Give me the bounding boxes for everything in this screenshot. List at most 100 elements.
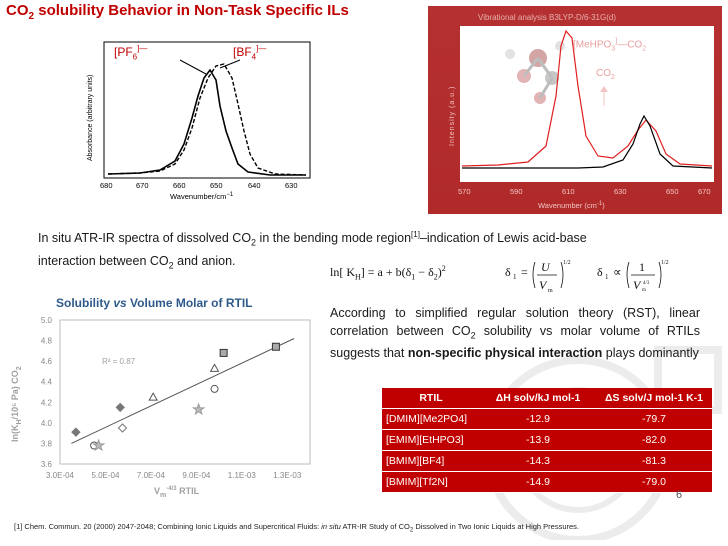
vib-ylabel: Intensity (a.u.) bbox=[449, 86, 456, 146]
plot-area bbox=[59, 319, 311, 465]
rst-paragraph: According to simplified regular solution… bbox=[330, 306, 700, 360]
y-tick-label: 4.2 bbox=[41, 398, 53, 407]
vib-xticks: 570 590 610 630 650 670 bbox=[458, 187, 711, 196]
x-tick-label: 5.0E-04 bbox=[91, 471, 120, 480]
label-pf6: [PF6]— bbox=[114, 44, 148, 62]
y-tick-label: 5.0 bbox=[41, 316, 53, 325]
scatter-title: Solubility vs Volume Molar of RTIL bbox=[56, 296, 253, 310]
svg-text:δ: δ bbox=[597, 265, 603, 279]
ir-xtick: 670 bbox=[136, 181, 149, 190]
svg-text:m: m bbox=[548, 288, 553, 294]
vib-xtick: 610 bbox=[562, 187, 575, 196]
data-point bbox=[210, 384, 219, 393]
label-bf4: [BF4]— bbox=[233, 44, 267, 62]
x-tick-label: 1.1E-03 bbox=[228, 471, 257, 480]
svg-text:∝: ∝ bbox=[613, 265, 622, 279]
table-row: [EMIM][EtHPO3] -13.9 -82.0 bbox=[382, 429, 712, 451]
table-header: RTIL bbox=[382, 388, 480, 409]
x-tick-label: 3.0E-04 bbox=[46, 471, 75, 480]
vib-xtick: 670 bbox=[698, 187, 711, 196]
ir-xlabel: Wavenumber/cm−1 bbox=[170, 192, 234, 201]
table-cell: -79.0 bbox=[596, 471, 712, 493]
svg-text:1/2: 1/2 bbox=[661, 260, 669, 266]
thermo-table: RTIL ΔH solv/kJ mol-1 ΔS solv/J mol-1 K-… bbox=[382, 388, 712, 493]
data-point bbox=[219, 348, 228, 357]
x-axis-label: Vm-4/3 RTIL bbox=[154, 486, 200, 499]
table-cell: -12.9 bbox=[480, 408, 596, 430]
svg-text:δ: δ bbox=[505, 265, 511, 279]
table-header-row: RTIL ΔH solv/kJ mol-1 ΔS solv/J mol-1 K-… bbox=[382, 388, 712, 409]
svg-text:1: 1 bbox=[639, 260, 645, 274]
svg-text:V: V bbox=[633, 278, 642, 292]
y-tick-label: 3.8 bbox=[41, 439, 53, 448]
ir-ylabel: Absorbance (arbitrary units) bbox=[87, 75, 94, 161]
vib-curve-complex bbox=[461, 29, 713, 167]
data-point bbox=[148, 392, 159, 401]
table-cell: -81.3 bbox=[596, 450, 712, 472]
table-cell: [EMIM][EtHPO3] bbox=[382, 429, 480, 451]
vib-xtick: 630 bbox=[614, 187, 627, 196]
vib-xlabel: Wavenumber (cm-1) bbox=[538, 201, 605, 210]
intro-text: In situ ATR-IR spectra of dissolved CO2 … bbox=[38, 226, 698, 274]
equation: ln[ KH] = a + b(δ1 − δ2)2 bbox=[330, 264, 446, 282]
vib-xtick: 570 bbox=[458, 187, 471, 196]
intro-line-1: In situ ATR-IR spectra of dissolved CO2 … bbox=[38, 230, 587, 248]
table-cell: [DMIM][Me2PO4] bbox=[382, 408, 480, 430]
svg-text:1/2: 1/2 bbox=[563, 260, 571, 266]
data-point bbox=[191, 402, 206, 416]
ir-xtick: 680 bbox=[100, 181, 113, 190]
table-cell: -82.0 bbox=[596, 429, 712, 451]
table-cell: [BMIM][BF4] bbox=[382, 450, 480, 472]
ir-spectrum-chart: Absorbance (arbitrary units) 680 670 660… bbox=[80, 36, 320, 204]
table-cell: -14.3 bbox=[480, 450, 596, 472]
vib-xtick: 650 bbox=[666, 187, 679, 196]
svg-text:U: U bbox=[541, 260, 551, 274]
label-co2: CO2 bbox=[596, 68, 615, 81]
vib-analysis-chart: Vibrational analysis B3LYP-D/6-31G(d) In… bbox=[428, 6, 722, 214]
y-tick-label: 4.0 bbox=[41, 419, 53, 428]
data-point bbox=[117, 423, 128, 433]
trendline bbox=[71, 338, 295, 444]
table-row: [BMIM][BF4] -14.3 -81.3 bbox=[382, 450, 712, 472]
y-tick-label: 4.6 bbox=[41, 357, 53, 366]
vib-title: Vibrational analysis B3LYP-D/6-31G(d) bbox=[478, 13, 616, 22]
slide-title: CO2 solubility Behavior in Non-Task Spec… bbox=[6, 2, 349, 22]
svg-text:V: V bbox=[539, 278, 548, 292]
svg-text:1: 1 bbox=[605, 273, 609, 281]
ir-xtick: 630 bbox=[285, 181, 298, 190]
svg-text:m: m bbox=[642, 288, 646, 293]
intro-line-2: interaction between CO2 and anion. bbox=[38, 253, 236, 271]
svg-text:1: 1 bbox=[513, 273, 517, 281]
page-number: 6 bbox=[676, 489, 683, 501]
ir-xtick: 650 bbox=[210, 181, 223, 190]
x-tick-label: 9.0E-04 bbox=[182, 471, 211, 480]
vib-xtick: 590 bbox=[510, 187, 523, 196]
table-cell: -14.9 bbox=[480, 471, 596, 493]
r-squared-label: R² = 0.87 bbox=[102, 357, 136, 366]
vib-arrow-head bbox=[600, 86, 608, 92]
table-row: [DMIM][Me2PO4] -12.9 -79.7 bbox=[382, 408, 712, 430]
ir-xtick: 660 bbox=[173, 181, 186, 190]
ir-curve-bf4 bbox=[107, 63, 307, 176]
reference-footnote: [1] Chem. Commun. 20 (2000) 2047-2048; C… bbox=[14, 522, 580, 534]
data-point bbox=[271, 342, 280, 351]
y-tick-label: 4.4 bbox=[41, 378, 53, 387]
scatter-chart: 5.0 4.8 4.6 4.4 4.2 4.0 3.8 3.6 3.0E-04 5.0E-04 7.… bbox=[10, 316, 311, 499]
y-tick-label: 4.8 bbox=[41, 337, 53, 346]
ir-curve-pf6 bbox=[107, 68, 306, 176]
x-tick-label: 7.0E-04 bbox=[137, 471, 166, 480]
vib-plot-area bbox=[460, 26, 714, 182]
ir-xtick: 640 bbox=[248, 181, 261, 190]
y-axis-label: ln(KH/10⁵ Pa) CO2 bbox=[10, 366, 23, 442]
table-row: [BMIM][Tf2N] -14.9 -79.0 bbox=[382, 471, 712, 493]
table-cell: -79.7 bbox=[596, 408, 712, 430]
data-point bbox=[91, 438, 106, 452]
table-header: ΔH solv/kJ mol-1 bbox=[480, 388, 596, 409]
table-cell: -13.9 bbox=[480, 429, 596, 451]
vib-curve-co2 bbox=[462, 114, 713, 169]
data-point bbox=[71, 427, 81, 437]
data-point bbox=[209, 363, 220, 372]
svg-text:=: = bbox=[521, 265, 528, 279]
y-tick-label: 3.6 bbox=[41, 460, 53, 469]
